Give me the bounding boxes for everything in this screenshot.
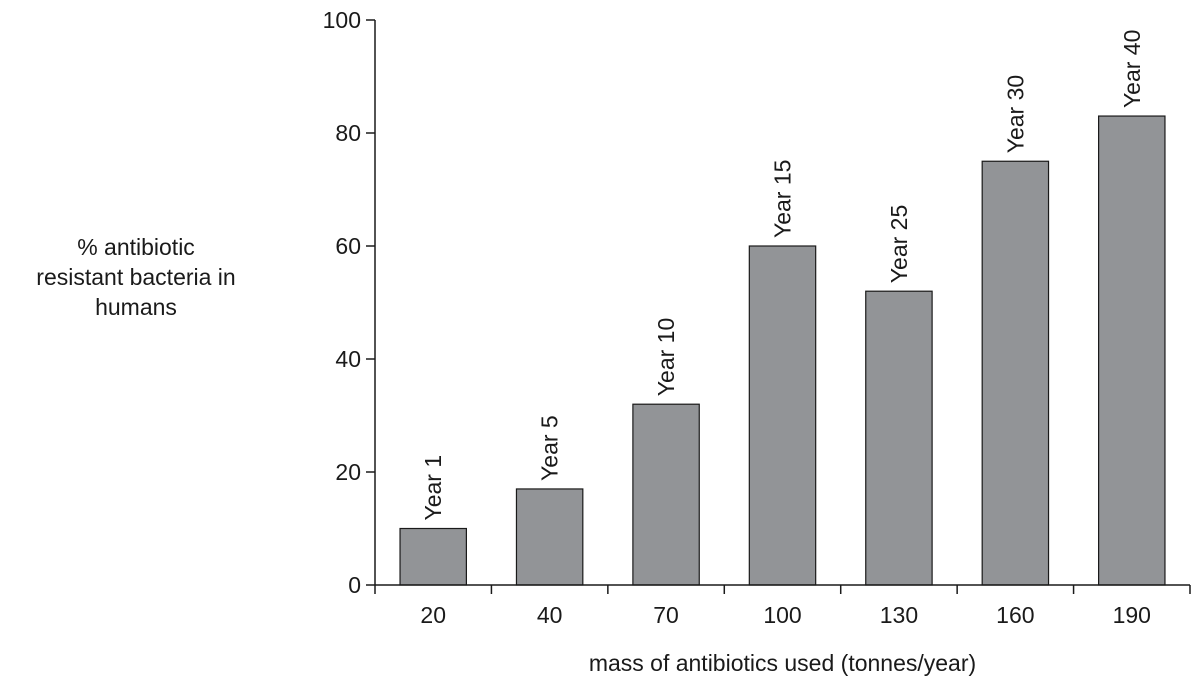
bar (515, 488, 584, 586)
x-tick-label: 190 (1113, 602, 1151, 628)
x-tick-label: 40 (537, 602, 563, 628)
bar (981, 160, 1050, 586)
y-tick-label: 40 (335, 346, 361, 372)
y-axis-label: % antibiotic resistant bacteria in human… (0, 232, 272, 322)
bar (1098, 115, 1166, 586)
y-tick-label: 0 (348, 572, 361, 598)
y-tick-label: 60 (335, 233, 361, 259)
bar-data-label: Year 30 (1002, 75, 1028, 153)
bar-data-label: Year 5 (537, 415, 563, 481)
bar (748, 245, 817, 586)
bar (632, 403, 700, 586)
y-axis-label-line-3: humans (95, 294, 177, 320)
bar-data-label: Year 25 (886, 205, 912, 283)
axes-group (366, 19, 1191, 594)
bar (865, 290, 933, 586)
bar-data-label: Year 10 (653, 318, 679, 396)
x-tick-label: 70 (653, 602, 679, 628)
y-axis-label-line-1: % antibiotic (77, 234, 195, 260)
labels-group: Year 1 Year 5 Year 10 Year 15 Year 25 Year 30… (323, 7, 1151, 628)
y-tick-label: 20 (335, 459, 361, 485)
x-tick-label: 100 (763, 602, 801, 628)
y-tick-label: 100 (323, 7, 361, 33)
y-tick-label: 80 (335, 120, 361, 146)
bar (399, 527, 467, 586)
bar-data-label: Year 40 (1119, 30, 1145, 108)
x-axis-label: mass of antibiotics used (tonnes/year) (588, 650, 977, 676)
bar-data-label: Year 15 (770, 160, 796, 238)
bars-group (399, 115, 1166, 586)
bar-data-label: Year 1 (420, 455, 446, 521)
x-tick-label: 20 (420, 602, 446, 628)
y-axis-label-line-2: resistant bacteria in (36, 264, 236, 290)
x-tick-label: 160 (996, 602, 1034, 628)
x-tick-label: 130 (880, 602, 918, 628)
